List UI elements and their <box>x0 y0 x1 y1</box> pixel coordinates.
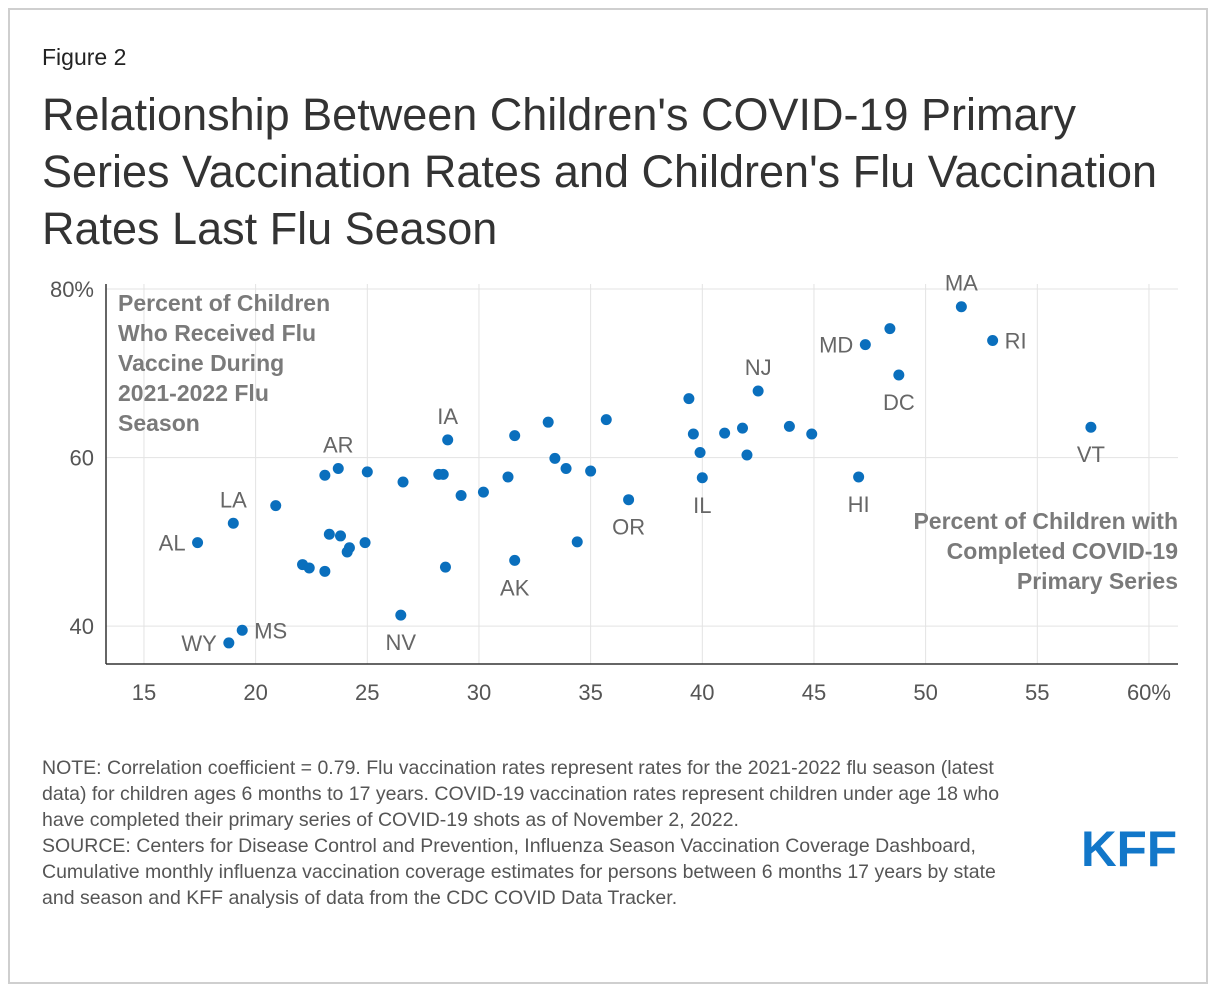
data-point <box>893 369 905 381</box>
point-label: IL <box>693 493 711 518</box>
point-label: NV <box>386 630 417 655</box>
source-text: SOURCE: Centers for Disease Control and … <box>42 835 996 909</box>
gridlines <box>106 284 1178 664</box>
data-point <box>1085 421 1097 433</box>
data-point <box>783 420 795 432</box>
data-point <box>571 536 583 548</box>
x-tick-label: 35 <box>578 680 602 705</box>
kff-logo-text: KFF <box>1081 826 1177 870</box>
data-point <box>694 447 706 459</box>
point-label: RI <box>1005 328 1027 353</box>
data-point <box>192 537 204 549</box>
figure-frame <box>8 8 1208 984</box>
point-label: AR <box>323 433 354 458</box>
data-point <box>687 428 699 440</box>
point-label: OR <box>612 515 645 540</box>
data-point <box>560 463 572 475</box>
data-point <box>987 334 999 346</box>
x-axis-title: Percent of Children with Completed COVID… <box>913 508 1178 594</box>
chart-title: Relationship Between Children's COVID-19… <box>42 89 1158 254</box>
data-point <box>223 637 235 649</box>
data-point <box>319 469 331 481</box>
data-point <box>439 561 451 573</box>
data-point <box>509 430 521 442</box>
data-point <box>741 449 753 461</box>
data-point <box>361 466 373 478</box>
data-point <box>397 476 409 488</box>
data-point <box>955 301 967 313</box>
data-point <box>343 542 355 554</box>
data-point <box>437 468 449 480</box>
data-point <box>719 427 731 439</box>
axes <box>105 284 1178 665</box>
data-point <box>359 537 371 549</box>
point-label: MS <box>254 618 287 643</box>
data-point <box>549 452 561 464</box>
x-tick-label: 15 <box>132 680 156 705</box>
data-point <box>623 494 635 506</box>
data-point <box>683 393 695 405</box>
data-point <box>236 624 248 636</box>
data-point <box>600 414 612 426</box>
x-tick-label: 25 <box>355 680 379 705</box>
point-label: DC <box>883 390 915 415</box>
point-label: MD <box>819 333 853 358</box>
x-tick-label: 40 <box>690 680 714 705</box>
tick-labels: 15 20 25 30 35 40 45 50 55 60% 40 60 80% <box>50 277 1171 705</box>
data-point <box>752 385 764 397</box>
data-point <box>542 416 554 428</box>
data-point <box>227 517 239 529</box>
data-point <box>737 422 748 434</box>
point-label: HI <box>848 492 870 517</box>
point-label: AK <box>500 575 530 600</box>
point-label: IA <box>437 404 458 429</box>
data-point <box>509 554 521 566</box>
x-tick-label: 45 <box>802 680 826 705</box>
data-point <box>323 528 335 540</box>
data-point <box>696 472 708 484</box>
data-point <box>270 500 282 512</box>
point-label: MA <box>945 271 978 296</box>
data-point <box>853 471 865 483</box>
x-tick-label: 20 <box>243 680 267 705</box>
footnote: NOTE: Correlation coefficient = 0.79. Fl… <box>42 755 1022 911</box>
data-point <box>395 609 407 621</box>
point-label: LA <box>220 487 247 512</box>
x-tick-label: 30 <box>467 680 491 705</box>
data-point <box>455 489 467 501</box>
data-point <box>806 428 818 440</box>
data-point <box>859 339 871 351</box>
point-label: WY <box>181 631 217 656</box>
data-point <box>335 530 346 542</box>
data-point <box>332 463 344 475</box>
x-tick-label: 50 <box>913 680 937 705</box>
data-points <box>192 301 1097 649</box>
point-label: NJ <box>745 355 772 380</box>
data-point <box>502 471 514 483</box>
data-point <box>585 465 597 477</box>
y-axis-title: Percent of Children Who Received Flu Vac… <box>118 290 331 436</box>
data-point <box>303 562 315 574</box>
y-tick-label: 80% <box>50 277 94 302</box>
data-point <box>884 323 896 335</box>
x-tick-label: 55 <box>1025 680 1049 705</box>
y-tick-label: 60 <box>70 446 94 471</box>
kff-logo: KFF <box>1081 826 1177 870</box>
figure-label: Figure 2 <box>42 44 127 70</box>
data-point <box>319 565 331 577</box>
point-label: VT <box>1077 442 1105 467</box>
y-tick-label: 40 <box>70 614 94 639</box>
note-text: NOTE: Correlation coefficient = 0.79. Fl… <box>42 757 1000 831</box>
point-label: AL <box>159 531 186 556</box>
point-labels: AL LA WY MS AR NV IA AK OR IL NJ HI MD DC MA RI VT <box>159 271 1105 656</box>
data-point <box>477 486 489 498</box>
x-tick-label: 60% <box>1127 680 1171 705</box>
data-point <box>442 434 454 446</box>
